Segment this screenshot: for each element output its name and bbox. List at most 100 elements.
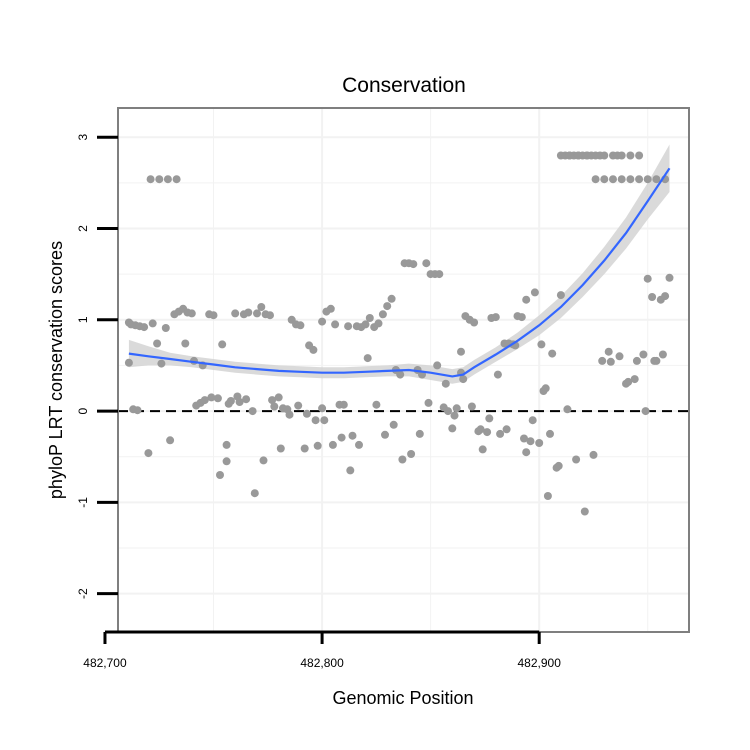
data-point — [409, 260, 418, 269]
data-point — [591, 175, 600, 184]
data-point — [467, 402, 476, 411]
y-tick-label: 1 — [76, 316, 90, 323]
x-tick-label: 482,700 — [83, 656, 127, 670]
smooth-line — [128, 167, 671, 378]
data-point — [266, 311, 274, 320]
data-point — [589, 450, 598, 459]
data-point — [163, 175, 172, 184]
data-point — [361, 320, 370, 329]
data-point — [546, 429, 554, 438]
smooth-line-layer — [128, 167, 671, 378]
data-point — [563, 405, 572, 414]
data-point — [318, 404, 327, 413]
data-point — [665, 273, 674, 282]
y-tick-label: -1 — [76, 497, 90, 508]
data-point — [233, 392, 242, 401]
data-point — [615, 352, 624, 361]
data-point — [537, 340, 546, 349]
data-point — [635, 175, 644, 184]
data-point — [339, 400, 348, 409]
data-point — [372, 400, 381, 409]
data-point — [433, 361, 442, 370]
data-point — [643, 274, 652, 283]
data-point — [270, 402, 279, 411]
data-point — [383, 302, 392, 311]
data-point — [242, 395, 251, 404]
data-point — [248, 407, 257, 416]
y-tick-label: 3 — [76, 134, 90, 141]
data-point — [294, 401, 303, 410]
data-point — [274, 393, 283, 402]
data-point — [365, 314, 374, 322]
data-point — [140, 323, 149, 332]
data-point — [387, 294, 396, 303]
data-point — [448, 424, 457, 433]
data-point — [326, 304, 335, 313]
data-point — [626, 175, 635, 184]
data-point — [331, 320, 340, 329]
data-point — [231, 309, 240, 318]
data-point — [144, 449, 153, 458]
data-point — [148, 319, 157, 328]
x-tick-label: 482,800 — [300, 656, 344, 670]
data-point — [543, 492, 552, 500]
data-point — [600, 175, 609, 184]
data-point — [632, 356, 641, 365]
data-point — [441, 379, 450, 388]
data-point — [259, 456, 268, 465]
data-point — [485, 414, 494, 423]
data-point — [502, 425, 511, 434]
data-point — [363, 354, 372, 363]
data-point — [181, 339, 190, 348]
data-point — [526, 437, 535, 446]
data-point — [381, 430, 389, 439]
data-point — [222, 457, 231, 466]
data-point — [604, 347, 613, 356]
data-point — [161, 324, 170, 332]
data-point — [583, 151, 591, 160]
data-point — [276, 444, 285, 453]
y-tick-label: -2 — [76, 588, 90, 599]
data-point — [318, 317, 327, 326]
data-point — [296, 321, 305, 330]
data-point — [641, 407, 650, 416]
confidence-ribbon-layer — [128, 144, 670, 384]
data-point — [598, 356, 607, 365]
data-point — [626, 151, 635, 160]
data-point — [457, 347, 465, 356]
data-point — [452, 404, 461, 413]
data-point — [535, 439, 544, 447]
data-point — [328, 440, 337, 449]
x-tick-label: 482,900 — [517, 656, 561, 670]
data-point — [520, 434, 528, 443]
data-point — [257, 303, 266, 311]
data-point — [600, 151, 609, 160]
data-point — [244, 308, 253, 317]
data-point — [415, 429, 424, 438]
data-point — [522, 295, 531, 304]
data-point — [285, 410, 294, 419]
data-point — [213, 394, 222, 403]
data-point — [268, 396, 277, 405]
data-point — [309, 345, 318, 354]
data-point — [207, 393, 216, 402]
data-point — [313, 441, 322, 450]
data-point — [300, 444, 309, 453]
x-axis-title: Genomic Position — [332, 688, 473, 708]
data-point — [374, 319, 383, 328]
confidence-ribbon — [128, 144, 670, 384]
data-point — [218, 340, 227, 349]
y-tick-label: 0 — [76, 407, 90, 414]
data-point — [200, 396, 209, 405]
data-point — [355, 440, 363, 449]
x-axis: 482,700 482,800 482,900 — [83, 630, 561, 670]
data-point — [153, 339, 162, 348]
data-point — [617, 175, 626, 184]
data-point — [565, 151, 574, 160]
data-point — [146, 175, 155, 184]
data-point — [470, 318, 479, 327]
data-point — [617, 151, 626, 160]
data-point — [541, 384, 550, 393]
data-point — [580, 507, 589, 516]
